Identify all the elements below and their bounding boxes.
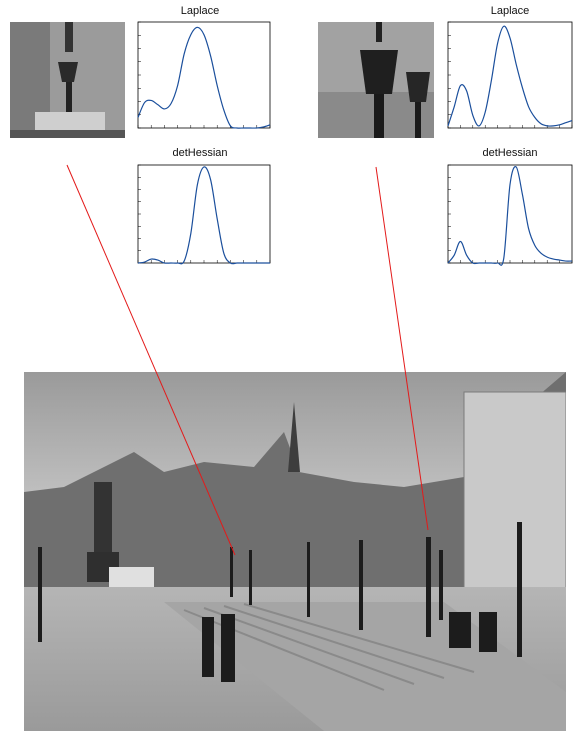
left-crop-photo: [10, 22, 125, 138]
response-curve: [137, 26, 271, 129]
main-photo: [24, 372, 566, 731]
right-connector-line: [375, 166, 429, 531]
response-curve: [137, 166, 270, 265]
left-dethessian-plot: [137, 164, 271, 265]
left-connector-line: [66, 164, 236, 556]
response-curve: [447, 25, 573, 127]
response-curve: [447, 166, 573, 266]
right-dethessian-plot: [447, 164, 573, 266]
right-crop-photo: [318, 22, 434, 138]
right-laplace-title: Laplace: [490, 5, 530, 17]
right-dethessian-title: detHessian: [482, 147, 538, 159]
right-laplace-plot: [447, 21, 573, 129]
left-laplace-plot: [137, 21, 271, 129]
left-laplace-title: Laplace: [180, 5, 220, 17]
left-dethessian-title: detHessian: [172, 147, 228, 159]
